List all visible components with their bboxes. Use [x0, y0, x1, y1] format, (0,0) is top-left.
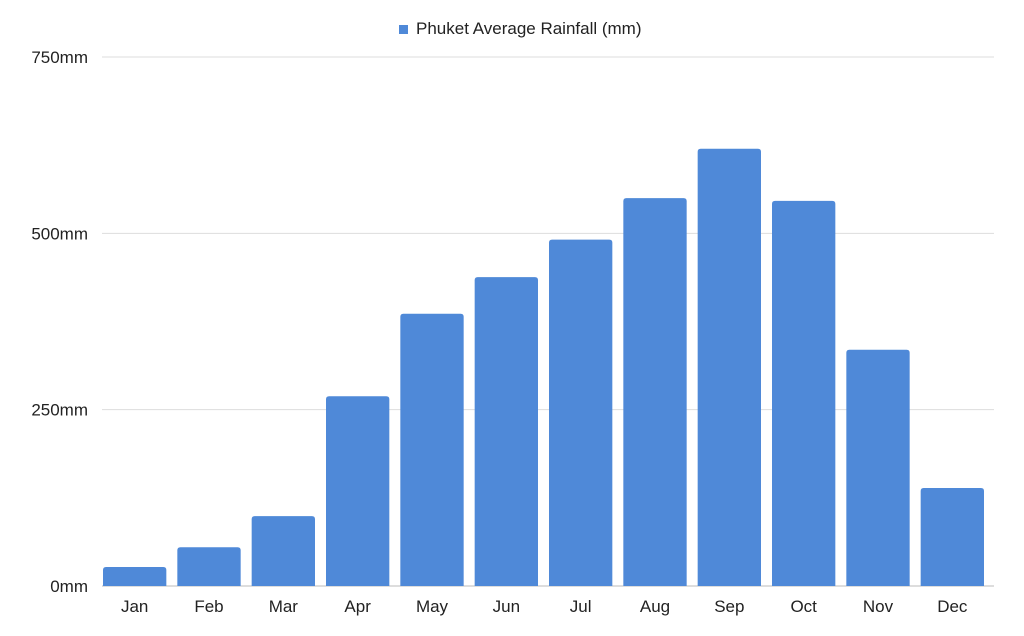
- legend: Phuket Average Rainfall (mm): [399, 19, 642, 39]
- bar-mar: [251, 516, 315, 586]
- x-tick-label: Jul: [570, 597, 592, 616]
- x-tick-label: Nov: [863, 597, 894, 616]
- bar-aug: [623, 198, 687, 587]
- legend-label: Phuket Average Rainfall (mm): [416, 19, 642, 38]
- x-tick-label: Apr: [344, 597, 371, 616]
- x-tick-label: Feb: [194, 597, 223, 616]
- y-tick-label: 250mm: [31, 401, 88, 420]
- bar-jan: [103, 566, 167, 586]
- bar-apr: [326, 396, 390, 586]
- x-tick-label: May: [416, 597, 449, 616]
- x-tick-label: Jun: [493, 597, 520, 616]
- bar-nov: [846, 349, 910, 586]
- legend-swatch: [399, 24, 408, 34]
- x-tick-label: Sep: [714, 597, 744, 616]
- x-tick-label: Mar: [269, 597, 299, 616]
- bar-may: [400, 313, 464, 586]
- x-tick-label: Dec: [937, 597, 968, 616]
- y-tick-label: 0mm: [50, 577, 88, 596]
- bar-sep: [697, 148, 761, 586]
- bar-jun: [474, 277, 538, 586]
- bar-dec: [920, 487, 984, 586]
- bar-jul: [549, 239, 613, 586]
- x-tick-label: Oct: [790, 597, 817, 616]
- bar-oct: [772, 200, 836, 586]
- x-tick-label: Jan: [121, 597, 148, 616]
- y-tick-label: 500mm: [31, 224, 88, 243]
- bar-feb: [177, 547, 241, 586]
- y-tick-label: 750mm: [31, 48, 88, 67]
- x-tick-label: Aug: [640, 597, 670, 616]
